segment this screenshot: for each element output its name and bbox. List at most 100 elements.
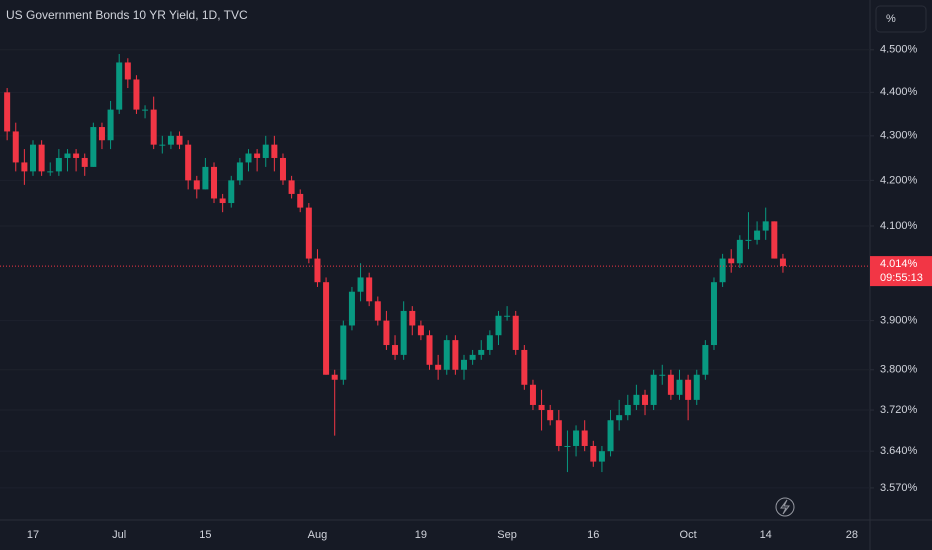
unit-button[interactable] xyxy=(875,5,927,33)
candle-body xyxy=(107,109,114,141)
y-tick-label: 4.200% xyxy=(880,174,918,186)
candle-body xyxy=(564,445,571,447)
candle-body xyxy=(779,258,786,267)
candle-body xyxy=(254,153,261,158)
y-tick-label: 4.500% xyxy=(880,44,918,56)
last-price-label: 4.014% xyxy=(880,258,918,270)
lightning-bolt xyxy=(780,499,790,515)
candle-body xyxy=(754,230,761,240)
candle-body xyxy=(279,157,286,181)
candle-body xyxy=(331,374,338,380)
candle-body xyxy=(667,374,674,395)
candle-body xyxy=(435,364,442,370)
candle-body xyxy=(133,79,140,110)
candle-body xyxy=(374,301,381,321)
candle-body xyxy=(495,315,502,336)
candle-body xyxy=(736,239,743,264)
candle-body xyxy=(159,144,166,146)
y-tick-label: 3.720% xyxy=(880,404,918,416)
candle-body xyxy=(142,109,149,111)
candle-body xyxy=(98,127,105,141)
candle-body xyxy=(90,127,97,167)
candle-body xyxy=(323,282,330,375)
candle-body xyxy=(547,410,554,421)
candle-body xyxy=(236,162,243,181)
candles xyxy=(0,54,870,473)
candle-body xyxy=(616,415,623,421)
candle-body xyxy=(297,193,304,208)
candle-body xyxy=(659,374,666,376)
candle-body xyxy=(38,144,45,172)
candle-body xyxy=(452,340,459,370)
candle-body xyxy=(426,335,433,365)
candle-body xyxy=(573,430,580,446)
x-tick-label: 16 xyxy=(587,529,599,541)
candle-body xyxy=(245,153,252,163)
candle-body xyxy=(521,349,528,385)
y-tick-label: 3.800% xyxy=(880,364,918,376)
candle-body xyxy=(340,325,347,380)
candle-body xyxy=(762,221,769,231)
candle-body xyxy=(633,394,640,405)
candle-body xyxy=(366,277,373,302)
candle-body xyxy=(305,207,312,259)
candle-body xyxy=(504,315,511,317)
x-tick-label: 28 xyxy=(846,529,858,541)
unit-button-label[interactable]: % xyxy=(886,13,896,25)
candle-body xyxy=(642,394,649,405)
grid xyxy=(0,49,870,489)
y-tick-label: 4.300% xyxy=(880,130,918,142)
candle-body xyxy=(719,258,726,283)
candle-body xyxy=(676,379,683,395)
candle-body xyxy=(219,198,226,204)
x-tick-label: 14 xyxy=(760,529,772,541)
x-tick-label: 15 xyxy=(199,529,211,541)
candle-body xyxy=(185,144,192,181)
candle-body xyxy=(348,291,355,326)
candle-body xyxy=(443,340,450,370)
candle-body xyxy=(383,320,390,346)
chart-title: US Government Bonds 10 YR Yield, 1D, TVC xyxy=(6,8,248,22)
candle-body xyxy=(116,62,123,110)
candle-body xyxy=(745,239,752,241)
candle-body xyxy=(400,310,407,355)
candle-body xyxy=(21,162,28,172)
y-tick-label: 4.400% xyxy=(880,86,918,98)
candle-body xyxy=(702,345,709,375)
candle-body xyxy=(650,374,657,405)
candle-body xyxy=(624,404,631,416)
candle-body xyxy=(357,277,364,292)
candle-body xyxy=(271,144,278,158)
x-tick-label: Aug xyxy=(308,529,328,541)
y-tick-label: 3.570% xyxy=(880,482,918,494)
candle-body xyxy=(81,157,88,167)
candle-body xyxy=(202,166,209,190)
candle-body xyxy=(478,349,485,355)
candle-body xyxy=(47,171,54,173)
axes: 4.500% 4.400% 4.300% 4.200% 4.100% 3.900% 3.80… xyxy=(27,44,932,541)
candle-body xyxy=(555,420,562,446)
x-tick-label: Oct xyxy=(680,529,697,541)
last-price-box xyxy=(870,256,932,287)
candle-body xyxy=(693,374,700,400)
countdown: 09:55:13 xyxy=(880,272,923,284)
x-tick-label: Sep xyxy=(497,529,517,541)
x-tick-label: Jul xyxy=(112,529,126,541)
candle-body xyxy=(538,404,545,411)
y-tick-label: 3.900% xyxy=(880,315,918,327)
candle-body xyxy=(710,282,717,346)
candle-body xyxy=(409,310,416,326)
lightning-icon[interactable] xyxy=(775,497,795,517)
candle-body xyxy=(771,221,778,259)
candle-body xyxy=(176,135,183,145)
candle-body xyxy=(64,153,71,158)
candle-body xyxy=(417,325,424,336)
y-tick-label: 3.640% xyxy=(880,445,918,457)
candle-body xyxy=(124,62,131,80)
candle-body xyxy=(211,166,218,199)
candle-body xyxy=(55,157,62,172)
candle-body xyxy=(150,109,157,145)
candle-body xyxy=(193,180,200,190)
